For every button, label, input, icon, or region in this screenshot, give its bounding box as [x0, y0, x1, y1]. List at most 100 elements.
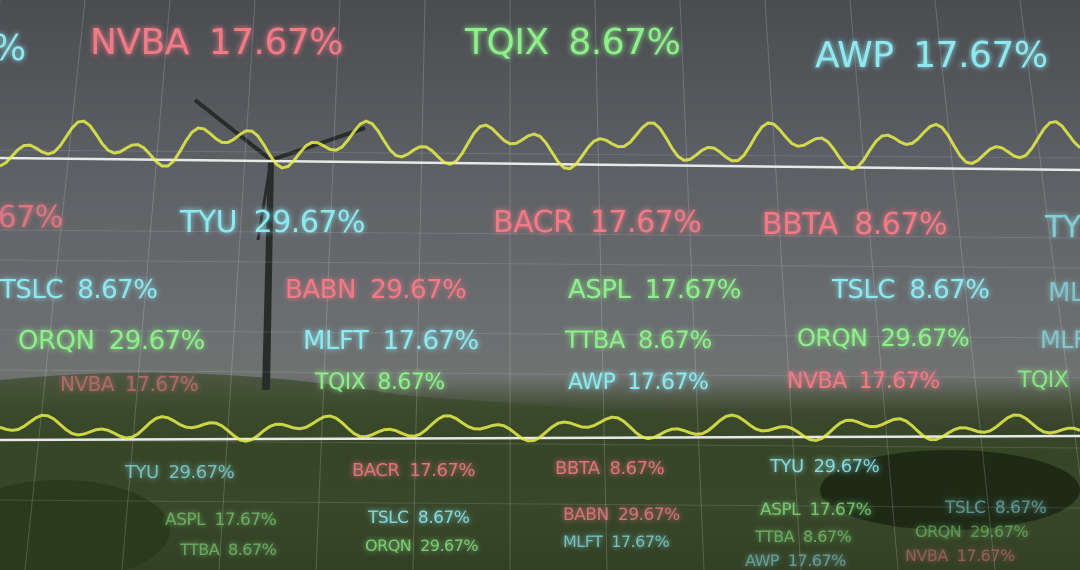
ticker-change: 17.67%	[409, 460, 475, 481]
grid-line	[849, 0, 899, 570]
grid-line	[0, 499, 1080, 509]
ticker-symbol: TSLC	[368, 508, 409, 528]
ticker-quote: 8.67%	[0, 200, 63, 235]
grid-line	[594, 0, 608, 570]
ticker-quote: TQIX	[1018, 368, 1080, 393]
grid-line	[0, 229, 1080, 239]
ticker-quote: ASPL 17.67%	[165, 510, 277, 530]
ticker-quote: TYU 29.67%	[125, 462, 235, 483]
ticker-quote: ML	[1048, 278, 1080, 308]
ticker-change: 29.67%	[970, 522, 1029, 541]
ticker-quote: TTBA 8.67%	[755, 527, 852, 546]
ticker-symbol: AWP	[568, 370, 616, 395]
ticker-symbol: TYU	[770, 456, 804, 477]
ticker-symbol: TSLC	[832, 275, 896, 305]
ticker-symbol: TTBA	[180, 540, 220, 559]
ticker-symbol: ORQN	[18, 326, 95, 356]
ticker-quote: NVBA 17.67%	[90, 22, 343, 63]
ticker-quote: TSLC 8.67%	[368, 508, 470, 528]
ticker-symbol: ASPL	[760, 500, 801, 520]
ticker-quote: AWP 17.67%	[745, 551, 846, 570]
ticker-quote: TQIX 8.67%	[465, 22, 681, 63]
ticker-change: 8.67%	[417, 508, 470, 528]
ticker-change: 17.67%	[858, 369, 940, 394]
ticker-symbol: TQIX	[465, 22, 549, 63]
ticker-quote: NVBA 17.67%	[787, 369, 940, 394]
grid-line	[0, 369, 1080, 379]
ticker-symbol: BACR	[493, 205, 574, 240]
ticker-symbol: AWP	[745, 551, 780, 570]
ticker-change: 17.67%	[644, 275, 742, 305]
ticker-quote: TQIX 8.67%	[315, 370, 445, 395]
grid-line	[0, 259, 1080, 269]
ticker-symbol: TY	[1045, 210, 1080, 245]
ticker-quote: ORQN 29.67%	[797, 324, 970, 352]
ticker-quote: TSLC 8.67%	[945, 498, 1047, 518]
ticker-change: 29.67%	[253, 205, 366, 240]
ticker-symbol: NVBA	[60, 372, 115, 396]
ticker-symbol: BBTA	[555, 458, 600, 479]
ticker-symbol: NVBA	[905, 546, 948, 565]
ticker-symbol: TQIX	[1018, 368, 1069, 393]
ticker-change: 17.67%	[382, 326, 480, 356]
ticker-symbol: TQIX	[315, 370, 366, 395]
ticker-change: 8.67%	[77, 275, 158, 305]
ticker-symbol: AWP	[815, 35, 894, 76]
grid-line	[315, 0, 341, 570]
ticker-quote: BABN 29.67%	[563, 505, 680, 525]
ticker-change: 8.67%	[227, 540, 277, 559]
ticker-change: 17.67%	[611, 532, 670, 551]
ticker-quote: ORQN 29.67%	[365, 536, 479, 555]
ticker-quote: BACR 17.67%	[352, 460, 475, 481]
ticker-quote: MLFT 17.67%	[303, 326, 479, 356]
ticker-change: 8.67%	[0, 200, 63, 235]
ticker-change: 29.67%	[813, 456, 880, 477]
ticker-symbol: BBTA	[762, 207, 838, 242]
ticker-symbol: MLFT	[563, 532, 603, 551]
grid-line	[0, 439, 1080, 449]
ticker-change: 8.67%	[609, 458, 665, 479]
ticker-change: 17.67%	[913, 35, 1048, 76]
grid-line	[0, 329, 1080, 339]
ticker-symbol: NVBA	[787, 369, 847, 394]
ticker-symbol: TTBA	[565, 326, 625, 354]
ticker-quote: NVBA 17.67%	[905, 546, 1015, 565]
ticker-quote: TTBA 8.67%	[565, 326, 712, 354]
ticker-symbol: MLFT	[303, 326, 369, 356]
ticker-change: 17.67%	[627, 370, 709, 395]
ticker-quote: %	[0, 28, 26, 69]
ticker-change: 8.67%	[802, 527, 852, 546]
ticker-symbol: ASPL	[568, 275, 631, 305]
ticker-change: 17.67%	[956, 546, 1016, 565]
ticker-symbol: ORQN	[915, 522, 962, 541]
ticker-change: 8.67%	[637, 326, 712, 354]
price-line-upper	[0, 119, 1080, 171]
ticker-symbol: ASPL	[165, 510, 206, 530]
ticker-quote: TYU 29.67%	[770, 456, 880, 477]
ticker-quote: TTBA 8.67%	[180, 540, 277, 559]
ticker-quote: ORQN 29.67%	[915, 522, 1029, 541]
ticker-symbol: TYU	[125, 462, 159, 483]
grid-line	[121, 0, 171, 570]
ticker-change: 17.67%	[787, 551, 847, 570]
ticker-change: 8.67%	[568, 22, 681, 63]
grid-line	[934, 0, 996, 570]
ticker-change: %	[0, 28, 26, 69]
grid-line	[1019, 0, 1080, 479]
ticker-change: 8.67%	[994, 498, 1047, 518]
ticker-change: 29.67%	[880, 324, 970, 352]
ticker-change: 29.67%	[370, 275, 467, 305]
ticker-symbol: ML	[1048, 278, 1080, 308]
ticker-quote: TSLC 8.67%	[832, 275, 990, 305]
ticker-quote: TYU 29.67%	[180, 205, 366, 240]
ticker-change: 29.67%	[108, 326, 206, 356]
ticker-quote: BBTA 8.67%	[555, 458, 665, 479]
ticker-quote: ASPL 17.67%	[568, 275, 741, 305]
ticker-quote: AWP 17.67%	[815, 35, 1048, 76]
ticker-quote: TSLC 8.67%	[0, 275, 158, 305]
ticker-quote: MLFT 17.67%	[563, 532, 670, 551]
ticker-quote: NVBA 17.67%	[60, 372, 199, 396]
